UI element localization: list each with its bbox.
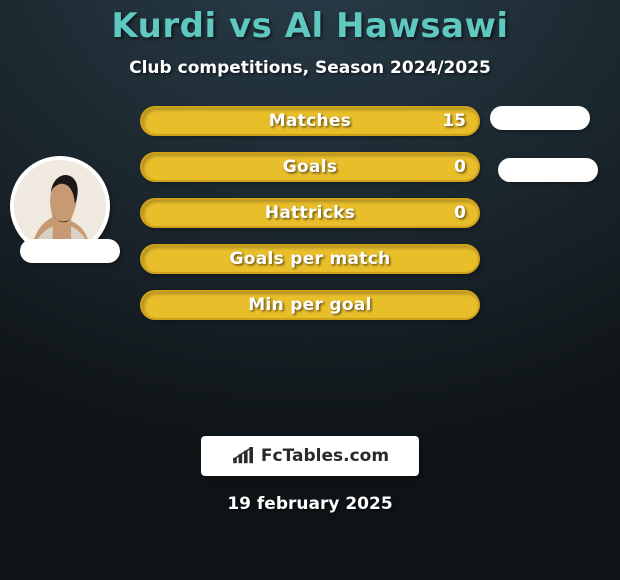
stat-bar-label: Min per goal bbox=[248, 295, 372, 315]
stat-bars: Matches 15 Goals 0 Hattricks 0 Goals per match… bbox=[140, 106, 480, 336]
stat-bar-label: Goals bbox=[283, 157, 338, 177]
stat-bar: Goals per match bbox=[140, 244, 480, 274]
comparison-stage: Matches 15 Goals 0 Hattricks 0 Goals per match… bbox=[0, 96, 620, 436]
page-title: Kurdi vs Al Hawsawi bbox=[0, 6, 620, 46]
bar-chart-icon bbox=[231, 447, 257, 465]
stat-bar-label: Matches bbox=[269, 111, 351, 131]
stat-bar: Goals 0 bbox=[140, 152, 480, 182]
site-logo-text: FcTables.com bbox=[261, 446, 389, 466]
stat-bar: Min per goal bbox=[140, 290, 480, 320]
stat-bar: Hattricks 0 bbox=[140, 198, 480, 228]
stat-bar-label: Goals per match bbox=[230, 249, 391, 269]
stat-bar: Matches 15 bbox=[140, 106, 480, 136]
pill-left bbox=[20, 239, 120, 263]
stat-bar-label: Hattricks bbox=[265, 203, 355, 223]
content-root: Kurdi vs Al Hawsawi Club competitions, S… bbox=[0, 0, 620, 514]
pill-right-2 bbox=[498, 158, 598, 182]
page-subtitle: Club competitions, Season 2024/2025 bbox=[0, 58, 620, 78]
site-logo-box: FcTables.com bbox=[201, 436, 419, 476]
stat-bar-value: 0 bbox=[454, 203, 466, 223]
footer-date: 19 february 2025 bbox=[0, 494, 620, 514]
stat-bar-value: 15 bbox=[442, 111, 466, 131]
pill-right-1 bbox=[490, 106, 590, 130]
stat-bar-value: 0 bbox=[454, 157, 466, 177]
